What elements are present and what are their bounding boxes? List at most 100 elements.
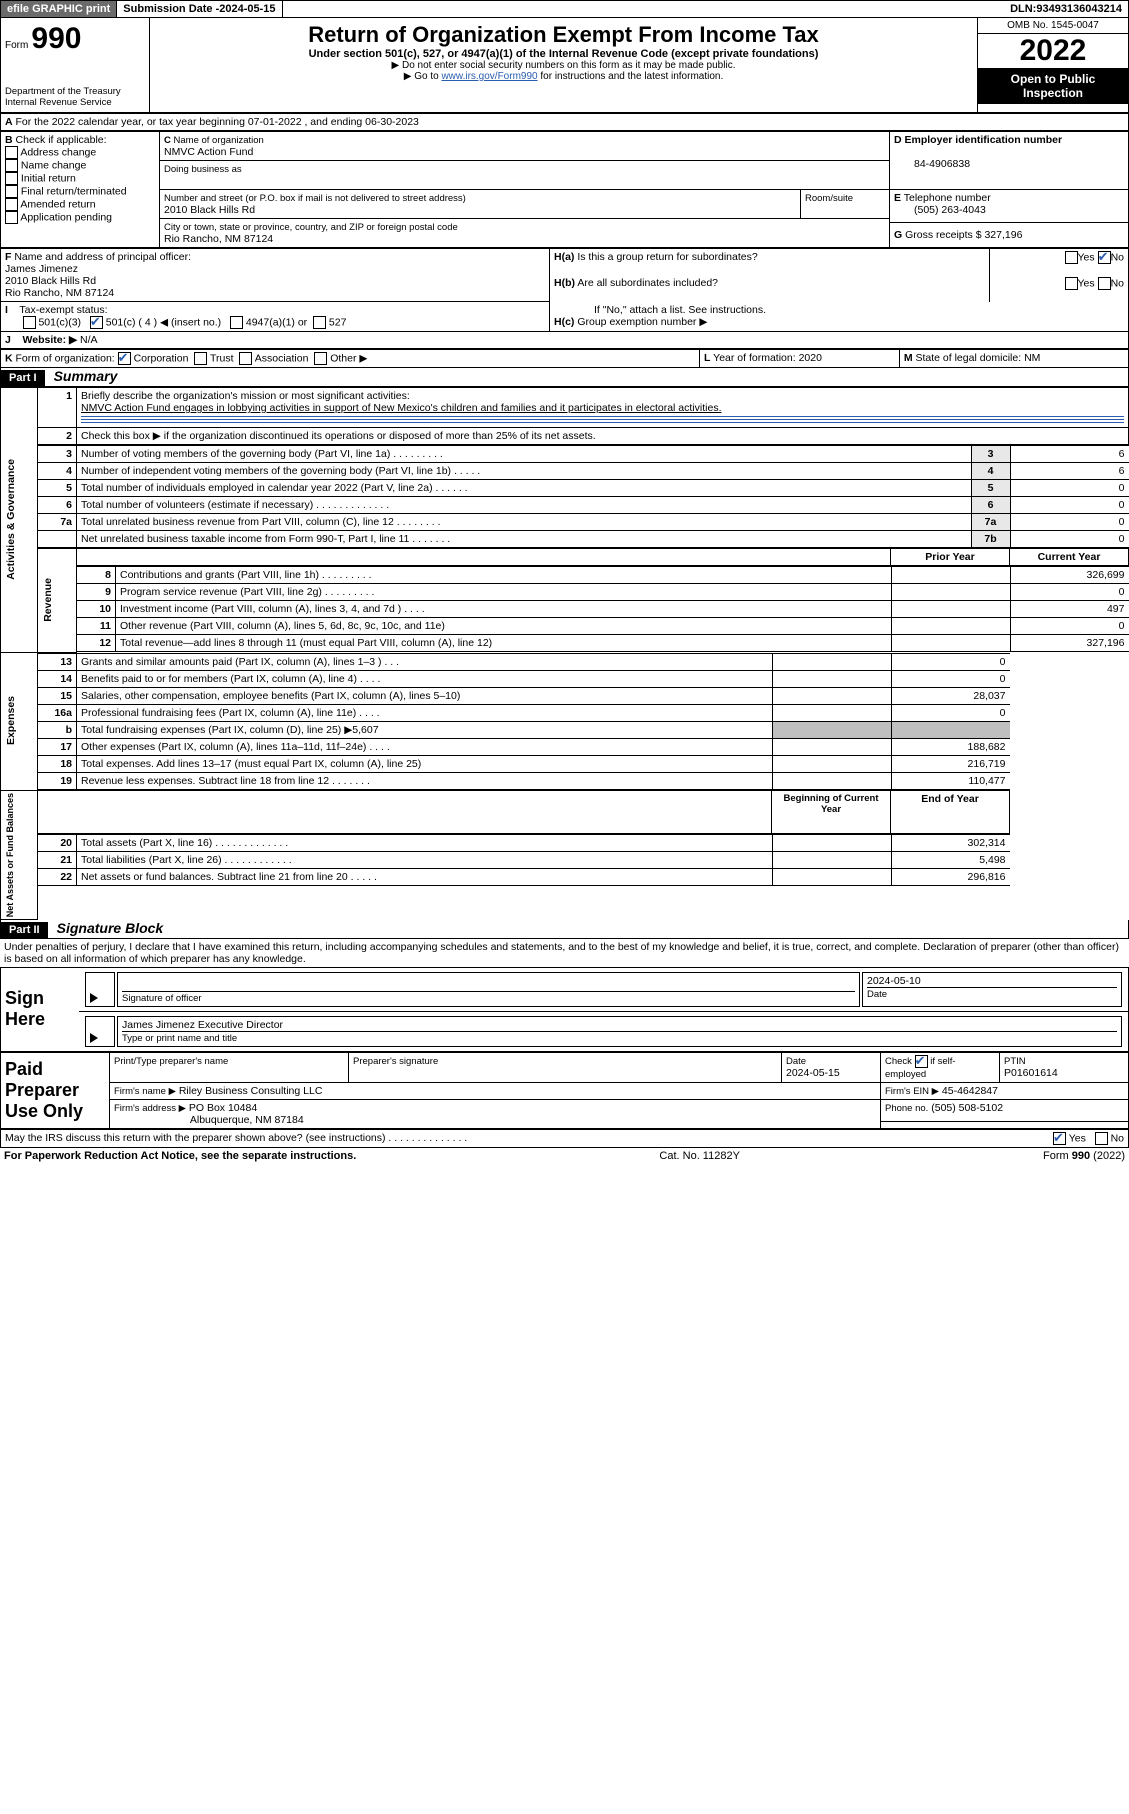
opt-501c3: 501(c)(3) (38, 316, 81, 328)
hc-label: Group exemption number ▶ (577, 316, 707, 328)
form-number: 990 (31, 22, 81, 55)
irs-label: Internal Revenue Service (5, 97, 145, 108)
table-row: 11Other revenue (Part VIII, column (A), … (77, 618, 1129, 635)
app-pending-checkbox[interactable] (5, 211, 18, 224)
table-row: 14Benefits paid to or for members (Part … (38, 670, 1010, 687)
part2-bar: Part II (1, 922, 48, 938)
discuss-text: May the IRS discuss this return with the… (5, 1132, 467, 1144)
opt-trust: Trust (210, 352, 234, 364)
q1-text: NMVC Action Fund engages in lobbying act… (81, 402, 722, 414)
subtitle-1: Under section 501(c), 527, or 4947(a)(1)… (154, 48, 973, 60)
officer-sub: Type or print name and title (122, 1033, 237, 1044)
name-change-checkbox[interactable] (5, 159, 18, 172)
table-row: 15Salaries, other compensation, employee… (38, 687, 1010, 704)
part1-header: Part I Summary (0, 368, 1129, 387)
discuss-no-checkbox[interactable] (1095, 1132, 1108, 1145)
discuss-row: May the IRS discuss this return with the… (0, 1129, 1129, 1148)
hb-yes-checkbox[interactable] (1065, 277, 1078, 290)
officer-addr2: Rio Rancho, NM 87124 (5, 287, 114, 299)
firm-addr1: PO Box 10484 (189, 1102, 257, 1114)
date-label: Date (867, 989, 887, 1000)
self-emp-checkbox[interactable] (915, 1055, 928, 1068)
assoc-checkbox[interactable] (239, 352, 252, 365)
dln: DLN: 93493136043214 (1004, 1, 1128, 17)
opt-final: Final return/terminated (21, 185, 127, 197)
firm-ein-l: Firm's EIN ▶ (885, 1086, 939, 1097)
phone-label: Telephone number (904, 192, 991, 204)
boxB-label: Check if applicable: (16, 134, 107, 146)
h-note: If "No," attach a list. See instructions… (554, 304, 766, 316)
arrow-icon (90, 993, 98, 1003)
submission-date: Submission Date - 2024-05-15 (117, 1, 282, 17)
firm-phone-l: Phone no. (885, 1103, 928, 1114)
efile-label[interactable]: efile GRAPHIC print (1, 1, 117, 17)
no-2: No (1111, 278, 1124, 290)
subtitle-3: ▶ Go to www.irs.gov/Form990 for instruct… (154, 71, 973, 82)
dln-value: 93493136043214 (1036, 3, 1122, 15)
officer-label: Name and address of principal officer: (14, 251, 191, 263)
prep-date-h: Date (786, 1056, 806, 1067)
street-value: 2010 Black Hills Rd (164, 204, 255, 216)
name-label: Name of organization (174, 135, 264, 146)
table-row: 6Total number of volunteers (estimate if… (38, 497, 1129, 514)
dept-treasury: Department of the Treasury (5, 86, 145, 97)
final-return-checkbox[interactable] (5, 185, 18, 198)
discuss-yes-checkbox[interactable] (1053, 1132, 1066, 1145)
line-a: For the 2022 calendar year, or tax year … (16, 116, 419, 128)
other-checkbox[interactable] (314, 352, 327, 365)
amended-checkbox[interactable] (5, 198, 18, 211)
submission-date-value: 2024-05-15 (219, 3, 275, 15)
sign-here: Sign Here (5, 988, 45, 1029)
opt-corp: Corporation (134, 352, 189, 364)
part1-bar: Part I (1, 370, 45, 386)
table-row: 7aTotal unrelated business revenue from … (38, 514, 1129, 531)
addr-change-checkbox[interactable] (5, 146, 18, 159)
hb-label: Are all subordinates included? (577, 277, 718, 289)
part2-header: Part II Signature Block (0, 920, 1129, 939)
table-row: 19Revenue less expenses. Subtract line 1… (38, 772, 1010, 789)
opt-4947: 4947(a)(1) or (246, 316, 307, 328)
street-label: Number and street (or P.O. box if mail i… (164, 193, 466, 204)
footer-right: Form 990 (2022) (1043, 1150, 1125, 1162)
gross-value: 327,196 (984, 229, 1022, 241)
sig-date: 2024-05-10 (867, 975, 1117, 988)
table-row: 12Total revenue—add lines 8 through 11 (… (77, 635, 1129, 652)
firm-name: Riley Business Consulting LLC (179, 1085, 323, 1097)
corp-checkbox[interactable] (118, 352, 131, 365)
ptin-h: PTIN (1004, 1056, 1026, 1067)
4947-checkbox[interactable] (230, 316, 243, 329)
hdr-prior: Prior Year (891, 549, 1010, 566)
identity-block: B Check if applicable: Address change Na… (0, 131, 1129, 248)
line-a-table: A For the 2022 calendar year, or tax yea… (0, 113, 1129, 131)
preparer-table: Paid Preparer Use Only Print/Type prepar… (0, 1052, 1129, 1129)
table-row: 10Investment income (Part VIII, column (… (77, 601, 1129, 618)
vlabel-gov: Activities & Governance (5, 459, 17, 580)
part1-title: Summary (48, 368, 118, 384)
part2-title: Signature Block (51, 920, 164, 936)
open-inspection: Open to Public Inspection (978, 68, 1128, 104)
city-value: Rio Rancho, NM 87124 (164, 233, 273, 245)
phone-value: (505) 263-4043 (894, 204, 986, 216)
yes-2: Yes (1078, 278, 1095, 290)
trust-checkbox[interactable] (194, 352, 207, 365)
table-row: 20Total assets (Part X, line 16) . . . .… (38, 835, 1010, 852)
subtitle-2: ▶ Do not enter social security numbers o… (154, 60, 973, 71)
501c3-checkbox[interactable] (23, 316, 36, 329)
penalties-text: Under penalties of perjury, I declare th… (0, 939, 1129, 967)
table-row: 18Total expenses. Add lines 13–17 (must … (38, 755, 1010, 772)
form990-link[interactable]: www.irs.gov/Form990 (441, 71, 537, 82)
arrow-icon-2 (90, 1033, 98, 1043)
527-checkbox[interactable] (313, 316, 326, 329)
prep-name-h: Print/Type preparer's name (114, 1056, 228, 1067)
vlabel-rev: Revenue (42, 578, 54, 622)
firm-addr-l: Firm's address ▶ (114, 1103, 186, 1114)
ha-yes-checkbox[interactable] (1065, 251, 1078, 264)
prep-check: Check if self-employed (885, 1056, 956, 1080)
firm-name-l: Firm's name ▶ (114, 1086, 176, 1097)
501c-checkbox[interactable] (90, 316, 103, 329)
ha-no-checkbox[interactable] (1098, 251, 1111, 264)
hb-no-checkbox[interactable] (1098, 277, 1111, 290)
firm-ein: 45-4642847 (942, 1085, 998, 1097)
initial-return-checkbox[interactable] (5, 172, 18, 185)
officer-name-sig: James Jimenez Executive Director (122, 1019, 1117, 1032)
